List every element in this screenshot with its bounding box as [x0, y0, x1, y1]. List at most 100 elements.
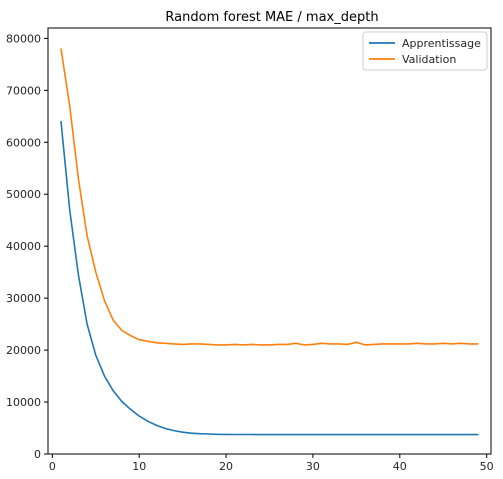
data-point — [268, 344, 271, 346]
data-point — [225, 344, 227, 346]
data-point — [121, 329, 123, 331]
y-tick-label: 10000 — [6, 396, 41, 409]
data-point — [208, 343, 210, 345]
data-point — [355, 434, 357, 436]
data-point — [77, 178, 79, 180]
data-point — [329, 434, 331, 436]
data-point — [60, 48, 62, 50]
data-point — [477, 434, 479, 436]
data-point — [242, 344, 244, 346]
data-point — [251, 433, 253, 436]
data-point — [399, 343, 401, 345]
data-point — [173, 343, 175, 345]
y-tick-label: 0 — [34, 448, 41, 461]
data-point — [208, 433, 210, 435]
data-point — [364, 344, 366, 346]
y-tick-label: 40000 — [6, 240, 41, 253]
data-point — [425, 434, 427, 436]
data-point — [69, 209, 71, 211]
data-point — [295, 434, 297, 436]
data-point — [138, 339, 140, 341]
legend-box — [362, 31, 488, 71]
data-point — [381, 434, 383, 436]
data-point — [433, 343, 436, 345]
data-point — [312, 343, 314, 345]
y-tick-label: 50000 — [6, 188, 41, 201]
data-point — [138, 415, 140, 417]
data-point — [129, 408, 132, 410]
chart-title: Random forest MAE / max_depth — [165, 10, 378, 25]
data-point — [260, 344, 262, 346]
x-tick-label: 40 — [393, 460, 407, 473]
data-point — [225, 433, 227, 435]
data-point — [60, 120, 62, 123]
data-point — [86, 323, 88, 325]
data-point — [442, 342, 444, 344]
data-point — [321, 434, 323, 436]
data-point — [390, 343, 392, 345]
legend-label: Validation — [402, 53, 456, 66]
data-point — [399, 434, 401, 436]
data-point — [373, 343, 375, 345]
data-point — [347, 343, 349, 345]
series-layer — [60, 48, 479, 436]
data-point — [416, 342, 418, 344]
data-point — [147, 340, 149, 342]
data-point — [190, 343, 192, 345]
data-point — [103, 375, 106, 377]
data-point — [156, 342, 158, 344]
data-point — [182, 343, 184, 345]
data-point — [390, 434, 392, 436]
data-point — [468, 343, 470, 345]
data-point — [312, 434, 314, 436]
data-point — [182, 431, 184, 433]
data-point — [477, 343, 479, 345]
data-point — [69, 105, 71, 107]
data-point — [260, 434, 262, 436]
data-point — [95, 271, 97, 273]
x-tick-label: 20 — [219, 460, 233, 473]
data-point — [268, 434, 271, 436]
data-point — [77, 274, 79, 276]
y-tick-label: 80000 — [6, 32, 41, 45]
data-point — [373, 434, 375, 436]
data-point — [364, 434, 366, 436]
data-point — [286, 343, 288, 345]
data-point — [416, 434, 418, 436]
data-point — [190, 432, 192, 434]
plot-frame — [47, 27, 492, 455]
data-point — [460, 434, 462, 436]
data-point — [251, 343, 253, 345]
data-point — [338, 343, 340, 345]
y-tick-label: 60000 — [6, 136, 41, 149]
data-point — [121, 400, 123, 403]
data-point — [216, 344, 218, 346]
legend: Apprentissage Validation — [362, 31, 488, 71]
data-point — [451, 343, 453, 345]
data-point — [164, 427, 166, 430]
data-point — [95, 354, 97, 356]
y-tick-label: 30000 — [6, 292, 41, 305]
data-point — [425, 343, 427, 345]
data-point — [156, 424, 158, 426]
data-point — [347, 434, 349, 436]
data-point — [355, 341, 357, 343]
y-tick-label: 70000 — [6, 84, 41, 97]
data-point — [234, 433, 236, 436]
legend-label: Apprentissage — [402, 37, 481, 50]
data-point — [321, 342, 323, 344]
data-point — [286, 434, 288, 436]
data-point — [433, 434, 436, 436]
data-point — [147, 420, 149, 422]
data-point — [103, 300, 106, 302]
data-point — [277, 434, 279, 436]
x-tick-label: 0 — [49, 460, 56, 473]
y-tick-label: 20000 — [6, 344, 41, 357]
data-point — [303, 344, 305, 346]
data-point — [242, 433, 244, 436]
data-point — [234, 343, 236, 345]
data-point — [381, 343, 383, 345]
data-point — [112, 390, 114, 392]
